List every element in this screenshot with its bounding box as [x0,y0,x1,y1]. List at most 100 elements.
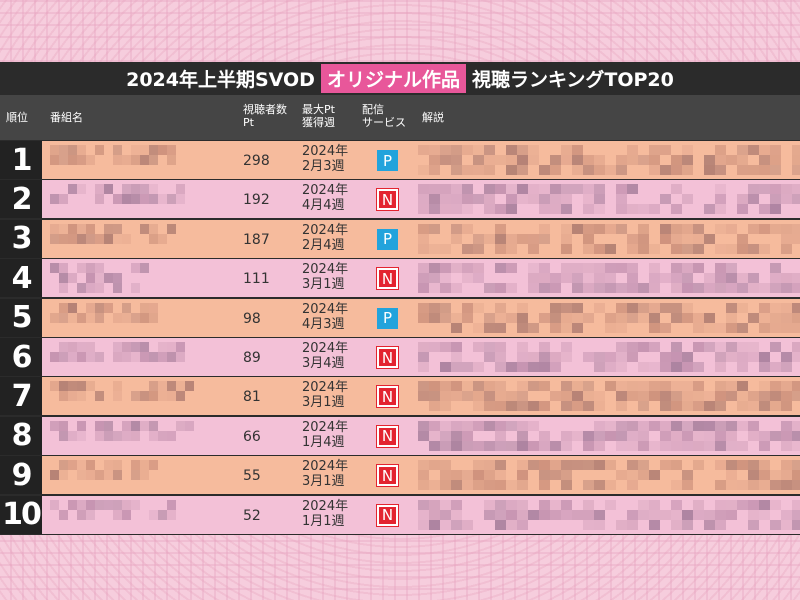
blurred-text [95,263,104,274]
blurred-text [594,165,605,175]
blurred-text [748,342,759,352]
blurred-text [131,155,140,165]
blurred-text [495,322,506,333]
blurred-text [583,263,594,274]
blurred-text [140,470,149,481]
blurred-text [104,470,113,481]
blurred-text [451,362,462,372]
blurred-text [104,420,113,431]
blurred-text [495,233,506,244]
blurred-text [113,352,122,362]
blurred-text [715,165,726,175]
blurred-text [104,223,113,234]
blurred-text [167,223,176,234]
blurred-text [131,263,140,274]
blurred-text [561,470,572,481]
blurred-text [418,194,429,205]
blurred-text [792,184,800,195]
blurred-text [627,391,638,402]
peak-week: 2024年 1月4週 [302,419,349,450]
blurred-text [781,233,792,244]
blurred-text [440,480,451,491]
blurred-text [149,381,158,392]
blurred-text [539,352,550,362]
blurred-text [68,184,77,195]
blurred-text [737,155,748,165]
blurred-text [561,381,572,392]
blurred-text [517,342,528,352]
blurred-text [660,194,671,205]
blurred-text [149,352,158,362]
blurred-text [781,283,792,294]
blurred-text [660,381,671,392]
blurred-text [167,145,176,155]
blurred-text [792,420,800,431]
blurred-text [759,184,770,195]
blurred-text [605,460,616,471]
blurred-text [737,460,748,471]
blurred-text [149,460,158,471]
blurred-text [473,155,484,165]
blurred-text [462,145,473,155]
blurred-text [95,391,104,402]
blurred-text [440,145,451,155]
blurred-text [616,352,627,362]
blurred-text [528,184,539,195]
blurred-text [616,204,627,215]
blurred-text [68,223,77,234]
blurred-text [495,460,506,471]
blurred-text [715,283,726,294]
blurred-text [594,283,605,294]
blurred-text [671,440,682,451]
blurred-text [671,519,682,530]
blurred-text [539,460,550,471]
blurred-text [59,263,68,274]
blurred-text [113,233,122,244]
blurred-text [528,233,539,244]
blurred-text [50,499,59,510]
blurred-text [748,460,759,471]
blurred-text [176,420,185,431]
rank-number: 10 [0,495,42,534]
blurred-text [462,362,473,372]
blurred-text [528,155,539,165]
blurred-text [113,499,122,510]
blurred-text [572,401,583,412]
blurred-text [726,480,737,491]
blurred-text [484,204,495,215]
service-icon: N [376,188,399,212]
blurred-text [86,312,95,323]
blurred-text [59,155,68,165]
blurred-text [506,145,517,155]
blurred-text [140,155,149,165]
blurred-text [583,165,594,175]
blurred-text [113,155,122,165]
blurred-text [770,430,781,441]
blurred-text [440,263,451,274]
blurred-text [759,155,770,165]
blurred-text [440,302,451,313]
blurred-text [737,194,748,205]
blurred-text [792,233,800,244]
blurred-text [726,381,737,392]
blurred-text [693,283,704,294]
blurred-text [429,283,440,294]
blurred-text [561,184,572,195]
blurred-text [149,233,158,244]
blurred-text [759,430,770,441]
blurred-text [726,243,737,254]
blurred-text [517,312,528,323]
blurred-text [792,480,800,491]
blurred-text [462,470,473,481]
blurred-text [671,362,682,372]
blurred-text [561,145,572,155]
blurred-text [715,145,726,155]
blurred-text [550,509,561,520]
blurred-text [86,470,95,481]
blurred-text [660,302,671,313]
blurred-text [627,204,638,215]
blurred-text [649,165,660,175]
blurred-text [484,184,495,195]
blurred-text [140,460,149,471]
blurred-text [539,184,550,195]
